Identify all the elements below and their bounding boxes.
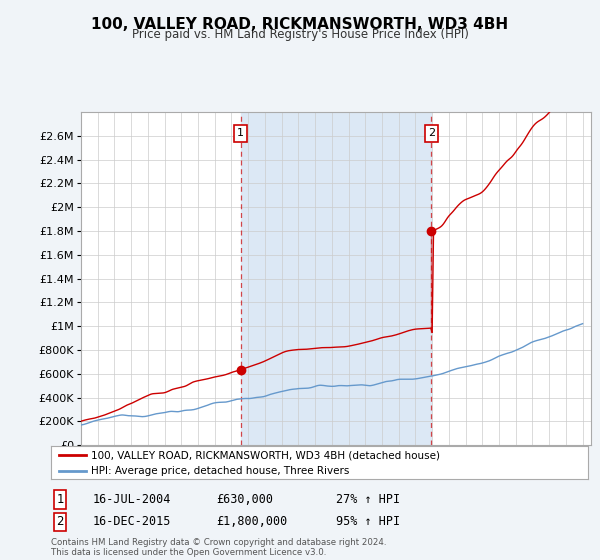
Text: 2: 2	[428, 128, 435, 138]
Text: £1,800,000: £1,800,000	[216, 515, 287, 529]
Text: 16-JUL-2004: 16-JUL-2004	[93, 493, 172, 506]
Text: HPI: Average price, detached house, Three Rivers: HPI: Average price, detached house, Thre…	[91, 466, 350, 475]
Text: 16-DEC-2015: 16-DEC-2015	[93, 515, 172, 529]
Text: 100, VALLEY ROAD, RICKMANSWORTH, WD3 4BH: 100, VALLEY ROAD, RICKMANSWORTH, WD3 4BH	[91, 17, 509, 32]
Text: 2: 2	[56, 515, 64, 529]
Text: 1: 1	[237, 128, 244, 138]
Text: 100, VALLEY ROAD, RICKMANSWORTH, WD3 4BH (detached house): 100, VALLEY ROAD, RICKMANSWORTH, WD3 4BH…	[91, 450, 440, 460]
Bar	[241, 112, 431, 445]
Text: 95% ↑ HPI: 95% ↑ HPI	[336, 515, 400, 529]
Text: Price paid vs. HM Land Registry's House Price Index (HPI): Price paid vs. HM Land Registry's House …	[131, 28, 469, 41]
Text: £630,000: £630,000	[216, 493, 273, 506]
Text: 1: 1	[56, 493, 64, 506]
Text: 27% ↑ HPI: 27% ↑ HPI	[336, 493, 400, 506]
Text: Contains HM Land Registry data © Crown copyright and database right 2024.
This d: Contains HM Land Registry data © Crown c…	[51, 538, 386, 557]
